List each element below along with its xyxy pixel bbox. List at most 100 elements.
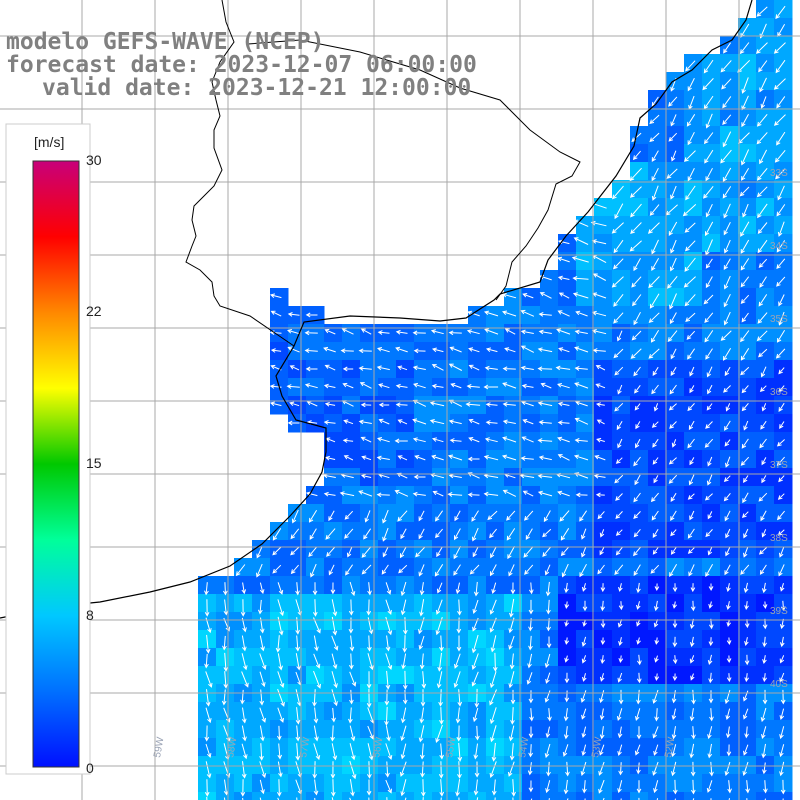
wind-arrow (778, 311, 785, 326)
wind-arrow (600, 583, 606, 593)
wind-arrow (636, 780, 642, 794)
wind-arrow (651, 239, 659, 255)
wind-arrow (632, 294, 642, 307)
wind-arrow (723, 239, 731, 254)
wind-arrow (684, 240, 696, 252)
wind-arrow (471, 634, 479, 654)
wind-arrow (739, 42, 750, 55)
wind-arrow (431, 437, 444, 443)
wind-arrow (312, 599, 318, 617)
wind-arrow (382, 546, 389, 558)
wind-arrow (361, 546, 372, 558)
wind-arrow (395, 346, 408, 353)
wind-arrow (295, 743, 301, 761)
wind-arrow (397, 419, 408, 425)
wind-arrow (474, 688, 480, 708)
wind-speed-cell (756, 792, 775, 800)
wind-arrow (522, 293, 534, 299)
wind-arrow (740, 239, 750, 254)
wind-arrow (629, 167, 642, 182)
wind-arrow (706, 780, 713, 793)
wind-arrow (339, 491, 355, 497)
wind-arrow (617, 780, 623, 794)
wind-arrow (669, 257, 677, 272)
wind-arrow (741, 312, 749, 323)
wind-arrow (363, 528, 372, 540)
wind-arrow (360, 436, 372, 443)
wind-arrow (598, 761, 605, 776)
wind-arrow (559, 510, 570, 522)
wind-arrow (439, 779, 445, 797)
wind-arrow (689, 366, 695, 377)
wind-arrow (634, 474, 641, 486)
wind-arrow (709, 761, 714, 777)
wind-arrow (259, 761, 267, 779)
wind-arrow (723, 258, 731, 270)
wind-arrow (450, 383, 462, 389)
wind-arrow (467, 310, 480, 317)
wind-arrow (599, 529, 605, 538)
wind-arrow (685, 60, 696, 72)
wind-arrow (721, 78, 732, 90)
wind-arrow (759, 77, 767, 93)
wind-arrow (726, 744, 732, 757)
wind-arrow (743, 708, 749, 720)
wind-arrow (313, 779, 319, 796)
wind-arrow (633, 492, 641, 503)
wind-arrow (377, 330, 390, 335)
wind-arrow (565, 761, 570, 777)
wind-arrow (539, 292, 552, 299)
wind-arrow (616, 420, 623, 431)
wind-arrow (634, 385, 641, 394)
wind-arrow (313, 670, 321, 689)
wind-arrow (708, 637, 714, 647)
wind-arrow (580, 690, 587, 703)
wind-speed-cell (738, 792, 757, 800)
wind-arrow (377, 437, 390, 443)
wind-arrow (343, 455, 354, 461)
wind-arrow (744, 637, 749, 647)
wind-speed-cell (450, 792, 469, 800)
wind-arrow (579, 510, 588, 522)
wind-speed-cell (378, 792, 397, 800)
wind-arrow (780, 689, 786, 705)
wind-arrow (398, 564, 408, 574)
wind-arrow (510, 689, 516, 705)
wind-arrow (670, 114, 677, 127)
wind-arrow (538, 420, 552, 425)
wind-arrow (613, 312, 624, 324)
wind-arrow (506, 510, 516, 521)
wind-arrow (241, 635, 247, 652)
wind-arrow (557, 420, 570, 426)
wind-arrow (295, 707, 301, 725)
wind-arrow (720, 330, 732, 341)
wind-arrow (724, 439, 731, 447)
wind-arrow (313, 635, 319, 652)
wind-arrow (614, 564, 624, 575)
wind-arrow (666, 168, 678, 179)
wind-arrow (670, 547, 677, 555)
wind-arrow (778, 367, 785, 375)
wind-arrow (744, 726, 749, 739)
wind-arrow (447, 492, 463, 497)
wind-arrow (468, 347, 480, 353)
wind-arrow (204, 779, 210, 797)
wind-arrow (276, 725, 282, 741)
wind-arrow (400, 725, 407, 742)
wind-arrow (361, 455, 372, 461)
wind-arrow (671, 708, 677, 721)
wind-arrow (447, 454, 463, 461)
wind-arrow (590, 220, 607, 227)
wind-arrow (707, 654, 713, 666)
wind-arrow (349, 725, 356, 742)
wind-arrow (419, 653, 425, 670)
wind-arrow (685, 312, 696, 322)
wind-arrow (672, 601, 677, 609)
wind-arrow (722, 114, 732, 126)
wind-arrow (484, 328, 499, 335)
wind-arrow (457, 742, 463, 762)
wind-arrow (395, 383, 408, 389)
wind-arrow (740, 221, 750, 237)
wind-arrow (760, 420, 767, 430)
wind-arrow (564, 619, 569, 627)
